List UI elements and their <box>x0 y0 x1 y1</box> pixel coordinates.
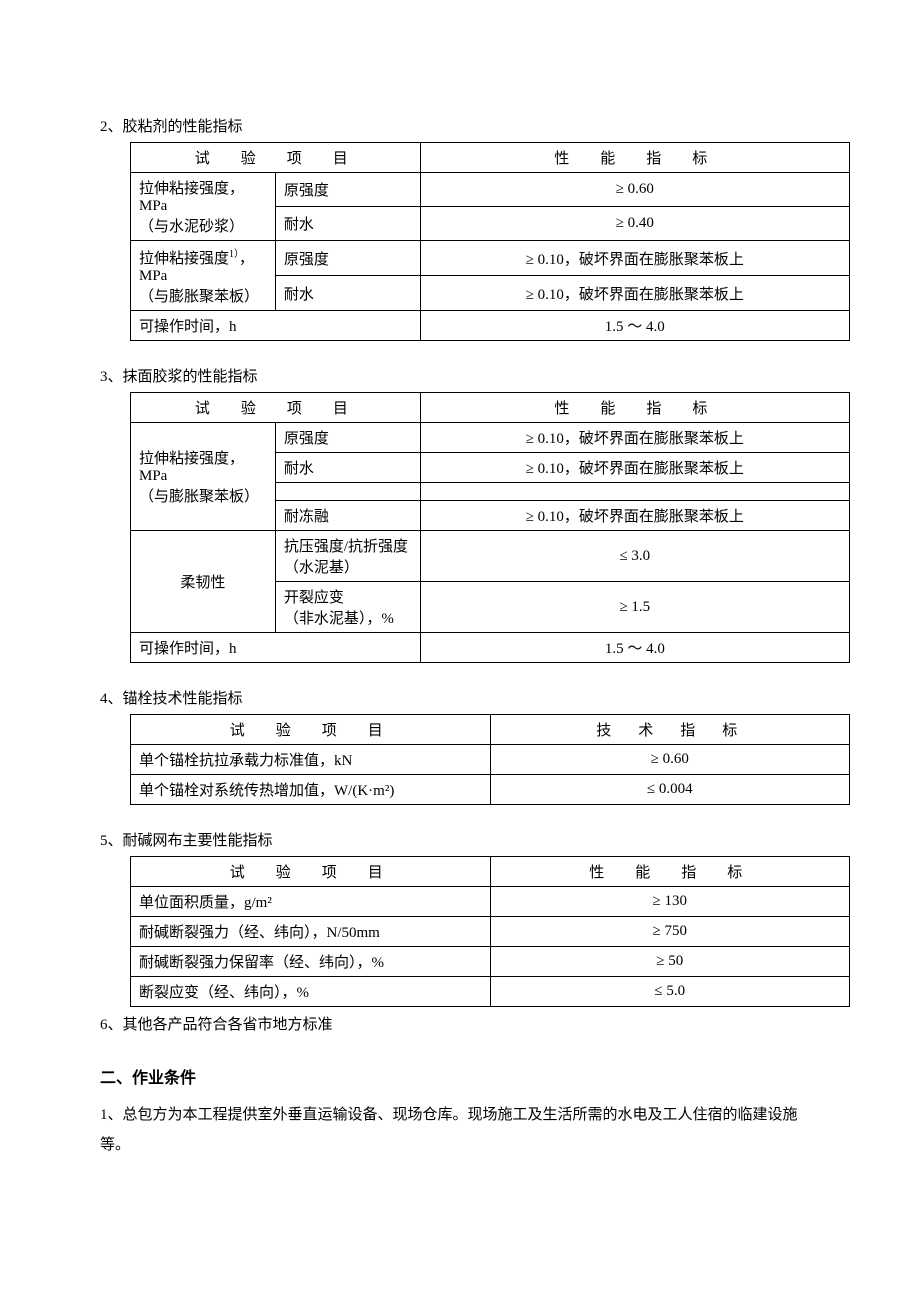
row-value: ≤ 5.0 <box>490 977 850 1007</box>
table-row: 可操作时间，h 1.5 ～ 4.0 <box>131 633 850 663</box>
header-test-item: 试 验 项 目 <box>131 715 491 745</box>
row-label: 断裂应变（经、纬向），% <box>131 977 491 1007</box>
row-value: ≥ 130 <box>490 887 850 917</box>
row-label: 柔韧性 <box>131 531 276 633</box>
header-performance: 性 能 指 标 <box>420 393 849 423</box>
row-sublabel: 开裂应变 （非水泥基），% <box>275 582 420 633</box>
table-adhesive: 试 验 项 目 性 能 指 标 拉伸粘接强度，MPa （与水泥砂浆） 原强度 ≥… <box>130 142 850 341</box>
header-test-item: 试 验 项 目 <box>131 143 421 173</box>
table-mesh: 试 验 项 目 性 能 指 标 单位面积质量，g/m² ≥ 130 耐碱断裂强力… <box>130 856 850 1007</box>
row-label: 单个锚栓对系统传热增加值，W/(K·m²) <box>131 775 491 805</box>
table-row: 拉伸粘接强度，MPa （与水泥砂浆） 原强度 ≥ 0.60 <box>131 173 850 207</box>
row-sublabel: 耐冻融 <box>275 501 420 531</box>
row-value: ≥ 0.60 <box>490 745 849 775</box>
section-4-title: 4、锚栓技术性能指标 <box>100 687 820 708</box>
header-tech: 技 术 指 标 <box>490 715 849 745</box>
row-value: ≥ 0.10，破坏界面在膨胀聚苯板上 <box>420 276 849 311</box>
row-value: ≥ 0.10，破坏界面在膨胀聚苯板上 <box>420 241 849 276</box>
row-value: ≥ 0.10，破坏界面在膨胀聚苯板上 <box>420 423 849 453</box>
row-sublabel: 原强度 <box>275 241 420 276</box>
row-sublabel: 原强度 <box>275 173 420 207</box>
row-sublabel: 耐水 <box>275 453 420 483</box>
row-sublabel: 耐水 <box>275 207 420 241</box>
table-row: 单个锚栓对系统传热增加值，W/(K·m²) ≤ 0.004 <box>131 775 850 805</box>
table-row: 试 验 项 目 性 能 指 标 <box>131 857 850 887</box>
heading-work-conditions: 二、作业条件 <box>100 1064 820 1088</box>
table-row: 拉伸粘接强度， MPa （与膨胀聚苯板） 原强度 ≥ 0.10，破坏界面在膨胀聚… <box>131 423 850 453</box>
row-value: ≥ 1.5 <box>420 582 849 633</box>
row-label: 拉伸粘接强度，MPa （与水泥砂浆） <box>131 173 276 241</box>
header-performance: 性 能 指 标 <box>490 857 850 887</box>
table-row: 耐碱断裂强力（经、纬向），N/50mm ≥ 750 <box>131 917 850 947</box>
table-row: 单位面积质量，g/m² ≥ 130 <box>131 887 850 917</box>
row-sublabel: 原强度 <box>275 423 420 453</box>
row-value: ≥ 0.40 <box>420 207 849 241</box>
row-label: 单个锚栓抗拉承载力标准值，kN <box>131 745 491 775</box>
section-5-title: 5、耐碱网布主要性能指标 <box>100 829 820 850</box>
row-label: 拉伸粘接强度， MPa （与膨胀聚苯板） <box>131 423 276 531</box>
section-6-title: 6、其他各产品符合各省市地方标准 <box>100 1013 820 1034</box>
row-value: ≥ 0.10，破坏界面在膨胀聚苯板上 <box>420 501 849 531</box>
header-test-item: 试 验 项 目 <box>131 857 491 887</box>
row-value: ≥ 50 <box>490 947 850 977</box>
header-performance: 性 能 指 标 <box>420 143 849 173</box>
row-sublabel: 耐水 <box>275 276 420 311</box>
table-row: 试 验 项 目 性 能 指 标 <box>131 143 850 173</box>
section-3-title: 3、抹面胶浆的性能指标 <box>100 365 820 386</box>
row-value: 1.5 ～ 4.0 <box>420 311 849 341</box>
table-row: 断裂应变（经、纬向），% ≤ 5.0 <box>131 977 850 1007</box>
row-value: ≤ 3.0 <box>420 531 849 582</box>
row-value: ≤ 0.004 <box>490 775 849 805</box>
table-row: 柔韧性 抗压强度/抗折强度 （水泥基） ≤ 3.0 <box>131 531 850 582</box>
label-superscript: 1） <box>229 249 239 260</box>
table-row: 单个锚栓抗拉承载力标准值，kN ≥ 0.60 <box>131 745 850 775</box>
label-text-pre: 拉伸粘接强度 <box>139 251 229 267</box>
paragraph-1: 1、总包方为本工程提供室外垂直运输设备、现场仓库。现场施工及生活所需的水电及工人… <box>100 1100 820 1160</box>
table-anchor: 试 验 项 目 技 术 指 标 单个锚栓抗拉承载力标准值，kN ≥ 0.60 单… <box>130 714 850 805</box>
table-row: 试 验 项 目 技 术 指 标 <box>131 715 850 745</box>
row-label: 单位面积质量，g/m² <box>131 887 491 917</box>
table-row: 试 验 项 目 性 能 指 标 <box>131 393 850 423</box>
row-value: 1.5 ～ 4.0 <box>420 633 849 663</box>
table-row: 耐碱断裂强力保留率（经、纬向），% ≥ 50 <box>131 947 850 977</box>
header-test-item: 试 验 项 目 <box>131 393 421 423</box>
row-sublabel-blank <box>275 483 420 501</box>
row-value: ≥ 750 <box>490 917 850 947</box>
row-label: 耐碱断裂强力保留率（经、纬向），% <box>131 947 491 977</box>
row-label: 可操作时间，h <box>131 633 421 663</box>
row-label: 拉伸粘接强度1），MPa （与膨胀聚苯板） <box>131 241 276 311</box>
row-label: 耐碱断裂强力（经、纬向），N/50mm <box>131 917 491 947</box>
section-2-title: 2、胶粘剂的性能指标 <box>100 115 820 136</box>
table-row: 拉伸粘接强度1），MPa （与膨胀聚苯板） 原强度 ≥ 0.10，破坏界面在膨胀… <box>131 241 850 276</box>
row-value: ≥ 0.10，破坏界面在膨胀聚苯板上 <box>420 453 849 483</box>
table-plaster: 试 验 项 目 性 能 指 标 拉伸粘接强度， MPa （与膨胀聚苯板） 原强度… <box>130 392 850 663</box>
row-value: ≥ 0.60 <box>420 173 849 207</box>
row-label: 可操作时间，h <box>131 311 421 341</box>
table-row: 可操作时间，h 1.5 ～ 4.0 <box>131 311 850 341</box>
row-sublabel: 抗压强度/抗折强度 （水泥基） <box>275 531 420 582</box>
row-value-blank <box>420 483 849 501</box>
